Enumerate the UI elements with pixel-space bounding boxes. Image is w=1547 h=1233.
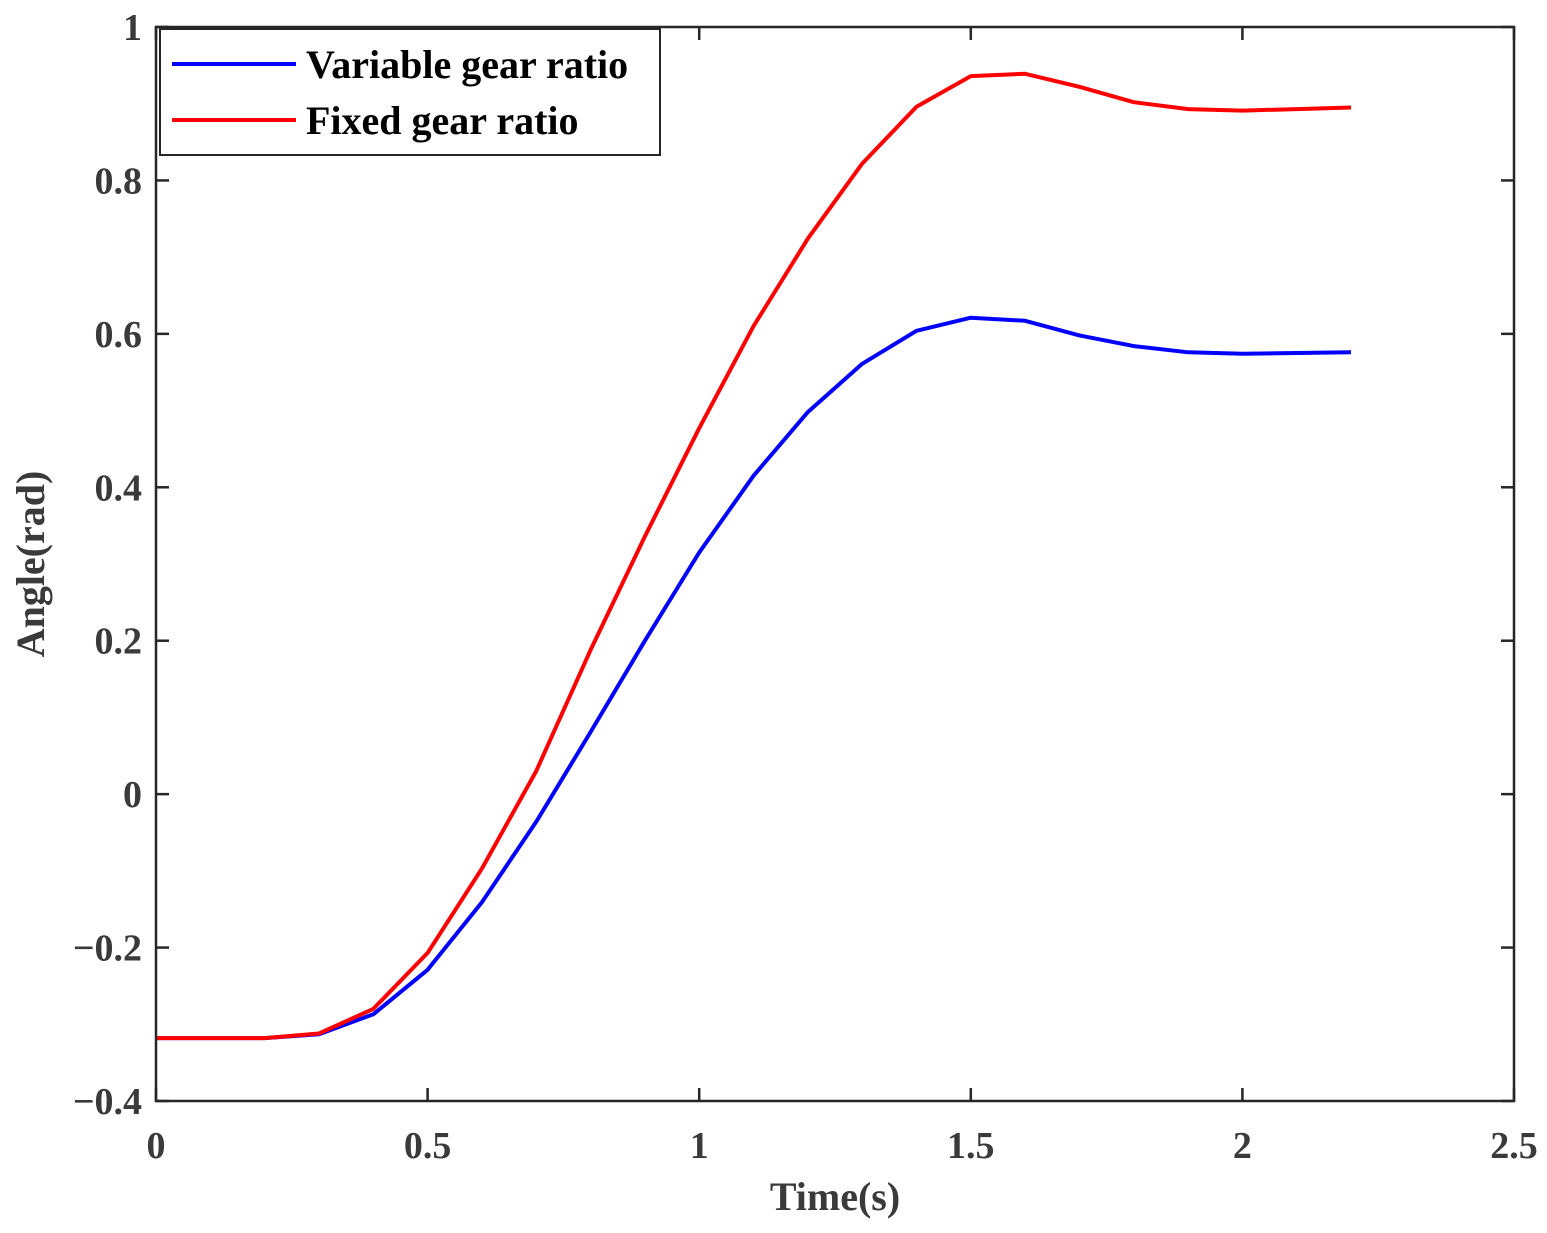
y-tick-label: 0.6 xyxy=(95,314,143,356)
y-tick-label: 0.2 xyxy=(95,621,143,663)
y-tick-label: 0.4 xyxy=(95,467,143,509)
y-tick-label: 1 xyxy=(123,7,142,49)
plot-frame xyxy=(154,25,1516,1103)
legend-label-variable: Variable gear ratio xyxy=(306,42,628,87)
series-line-variable-gear-ratio xyxy=(156,315,1352,1041)
legend: Variable gear ratio Fixed gear ratio xyxy=(159,28,661,156)
y-tick-label: −0.2 xyxy=(73,928,142,970)
y-tick-label: −0.4 xyxy=(73,1081,142,1123)
tick-layer: 0 0.5 1 1.5 2 2.5 −0.4 −0.2 0 0.2 0.4 0.6 0.8 1 xyxy=(73,7,1538,1167)
x-tick-label: 1 xyxy=(690,1125,709,1167)
x-tick-label: 2 xyxy=(1233,1125,1252,1167)
y-axis-label: Angle(rad) xyxy=(8,471,53,658)
y-tick-label: 0 xyxy=(123,774,142,816)
x-tick-label: 0.5 xyxy=(404,1125,452,1167)
legend-label-fixed: Fixed gear ratio xyxy=(306,98,579,143)
plot-background xyxy=(156,27,1514,1101)
x-tick-label: 0 xyxy=(147,1125,166,1167)
x-tick-label: 2.5 xyxy=(1490,1125,1538,1167)
y-tick-label: 0.8 xyxy=(95,160,143,202)
x-tick-label: 1.5 xyxy=(947,1125,995,1167)
series-line-fixed-gear-ratio xyxy=(156,71,1352,1041)
legend-box xyxy=(159,28,661,156)
x-axis-label: Time(s) xyxy=(770,1174,900,1219)
series-layer xyxy=(156,71,1352,1041)
